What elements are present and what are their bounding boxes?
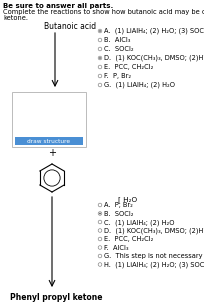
Text: A.  (1) LiAlH₄; (2) H₂O; (3) SOCl₂: A. (1) LiAlH₄; (2) H₂O; (3) SOCl₂ bbox=[104, 28, 204, 34]
Circle shape bbox=[99, 212, 101, 214]
Text: A.  P, Br₂: A. P, Br₂ bbox=[104, 202, 133, 208]
Text: G.  This step is not necessary: G. This step is not necessary bbox=[104, 253, 203, 259]
Text: C.  SOCl₂: C. SOCl₂ bbox=[104, 46, 134, 52]
Text: Butanoic acid: Butanoic acid bbox=[44, 22, 96, 31]
Text: B.  SOCl₂: B. SOCl₂ bbox=[104, 210, 133, 216]
Text: D.  (1) KOC(CH₃)₃, DMSO; (2)H⁺: D. (1) KOC(CH₃)₃, DMSO; (2)H⁺ bbox=[104, 227, 204, 235]
Text: E.  PCC, CH₂Cl₂: E. PCC, CH₂Cl₂ bbox=[104, 64, 153, 70]
Text: draw structure: draw structure bbox=[27, 139, 71, 144]
Text: C.  (1) LiAlH₄; (2) H₂O: C. (1) LiAlH₄; (2) H₂O bbox=[104, 219, 174, 226]
Circle shape bbox=[99, 57, 101, 59]
Text: Complete the reactions to show how butanoic acid may be converted to phenyl prop: Complete the reactions to show how butan… bbox=[3, 9, 204, 15]
Text: B.  AlCl₃: B. AlCl₃ bbox=[104, 37, 130, 43]
Text: Phenyl propyl ketone: Phenyl propyl ketone bbox=[10, 293, 102, 302]
Circle shape bbox=[99, 30, 101, 32]
Text: H.  (1) LiAlH₄; (2) H₂O; (3) SOCl₂: H. (1) LiAlH₄; (2) H₂O; (3) SOCl₂ bbox=[104, 261, 204, 268]
Bar bbox=[15, 137, 83, 145]
Bar bbox=[12, 92, 86, 147]
Text: +: + bbox=[48, 148, 56, 158]
Text: F.  AlCl₃: F. AlCl₃ bbox=[104, 244, 129, 250]
Text: ketone.: ketone. bbox=[3, 15, 28, 21]
Text: [ H₂O: [ H₂O bbox=[118, 196, 137, 203]
Text: G.  (1) LiAlH₄; (2) H₂O: G. (1) LiAlH₄; (2) H₂O bbox=[104, 82, 175, 88]
Text: F.  P, Br₂: F. P, Br₂ bbox=[104, 73, 131, 79]
Text: Be sure to answer all parts.: Be sure to answer all parts. bbox=[3, 3, 113, 9]
Text: D.  (1) KOC(CH₃)₃, DMSO; (2)H⁺: D. (1) KOC(CH₃)₃, DMSO; (2)H⁺ bbox=[104, 55, 204, 62]
Text: E.  PCC, CH₂Cl₂: E. PCC, CH₂Cl₂ bbox=[104, 236, 153, 242]
